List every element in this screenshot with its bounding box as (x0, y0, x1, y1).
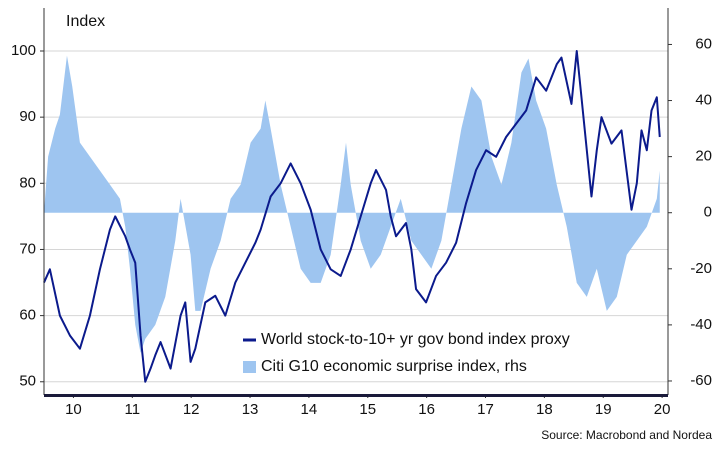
y-tick-label: 90 (19, 108, 36, 125)
x-tick-label: 17 (477, 401, 494, 418)
x-tick-label: 13 (242, 401, 259, 418)
y-tick-label: 70 (19, 240, 36, 257)
legend-label: World stock-to-10+ yr gov bond index pro… (261, 331, 570, 348)
x-tick-label: 11 (125, 401, 141, 418)
y-tick-label: 50 (19, 373, 36, 390)
y-tick-label: 80 (19, 174, 36, 191)
x-tick-label: 16 (418, 401, 435, 418)
y2-tick-label: -60 (690, 372, 712, 389)
x-tick-label: 18 (536, 401, 553, 418)
y-tick-label: 60 (19, 307, 36, 324)
y2-tick-label: 60 (695, 35, 712, 52)
x-tick-label: 10 (65, 401, 82, 418)
x-tick-label: 19 (595, 401, 612, 418)
x-tick-label: 20 (654, 401, 671, 418)
x-tick-label: 14 (301, 401, 318, 418)
area (44, 55, 660, 353)
y2-tick-label: 0 (704, 204, 712, 221)
source: Source: Macrobond and Nordea (541, 428, 712, 442)
line (43, 50, 661, 383)
legend-swatch (243, 361, 256, 373)
x-tick-label: 15 (359, 401, 376, 418)
y-axis-annotation: Index (66, 13, 105, 30)
plot-area (43, 50, 661, 383)
x-axis-band (44, 394, 668, 397)
y-tick-label: 100 (11, 42, 36, 59)
legend-label: Citi G10 economic surprise index, rhs (261, 358, 527, 375)
y2-tick-label: 20 (695, 148, 712, 165)
y2-tick-label: -20 (690, 260, 712, 277)
y2-tick-label: -40 (690, 316, 712, 333)
y2-tick-label: 40 (695, 92, 712, 109)
x-tick-label: 12 (183, 401, 200, 418)
